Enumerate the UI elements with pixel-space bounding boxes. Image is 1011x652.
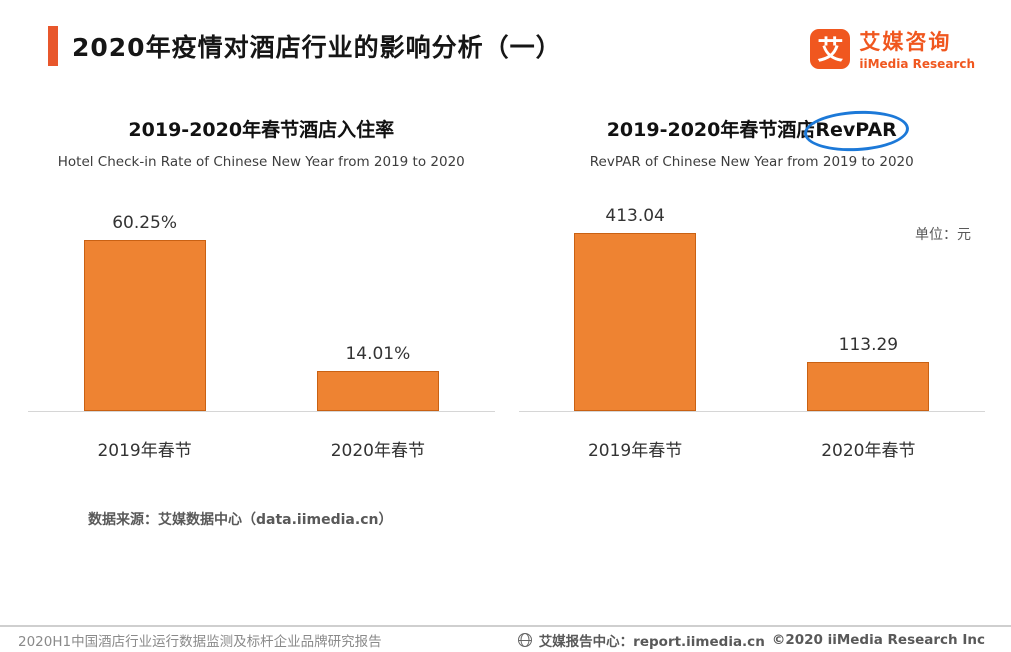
report-footer: 2020H1中国酒店行业运行数据监测及标杆企业品牌研究报告 艾媒报告中心：rep… [0,625,1011,652]
bar-group-2019-checkin: 60.25% [83,213,206,411]
footer-copyright: ©2020 iiMedia Research Inc [771,631,985,648]
bar-value-label: 14.01% [345,344,411,364]
chart-subtitle-checkin: Hotel Check-in Rate of Chinese New Year … [57,154,465,170]
bar-value-label: 60.25% [112,213,178,233]
revpar-highlight-ellipse: RevPAR [815,119,897,141]
bar-2020-revpar [807,362,930,411]
category-label: 2020年春节 [821,441,916,461]
logo-brand-en: iiMedia Research [859,57,975,71]
plot-checkin: 60.25% 14.01% [28,196,495,412]
charts-area: 2019-2020年春节酒店入住率 Hotel Check-in Rate of… [0,115,1011,461]
bar-2019-checkin [83,240,206,411]
logo-glyph: 艾 [817,36,844,66]
chart-checkin-rate: 2019-2020年春节酒店入住率 Hotel Check-in Rate of… [28,115,495,461]
category-label: 2019年春节 [97,441,192,461]
title-row: 2020年疫情对酒店行业的影响分析（一） [48,26,562,66]
category-label: 2019年春节 [587,441,683,461]
bar-group-2020-revpar: 113.29 [807,335,930,411]
iimedia-logo: 艾 艾媒咨询 iiMedia Research [810,26,975,71]
logo-brand-cn: 艾媒咨询 [859,30,952,54]
chart-title-revpar: 2019-2020年春节酒店RevPAR [519,115,986,142]
data-source-note: 数据来源：艾媒数据中心（data.iimedia.cn） [88,512,393,528]
footer-report-name: 2020H1中国酒店行业运行数据监测及标杆企业品牌研究报告 [18,633,382,650]
category-labels-checkin: 2019年春节 2020年春节 [28,436,495,461]
bar-group-2020-checkin: 14.01% [316,344,439,411]
report-header: 2020年疫情对酒店行业的影响分析（一） 艾 艾媒咨询 iiMedia Rese… [0,0,1011,71]
chart-title-checkin: 2019-2020年春节酒店入住率 [128,119,395,141]
plot-revpar: 单位：元 413.04 113.29 [518,196,985,412]
title-accent-bar [48,26,58,66]
globe-icon [517,632,532,647]
footer-report-link: 艾媒报告中心：report.iimedia.cn [538,633,765,650]
bar-value-label: 113.29 [838,335,899,355]
iimedia-logo-icon: 艾 [810,28,851,69]
bar-2019-revpar [574,233,697,411]
unit-label: 单位：元 [915,227,971,243]
bar-value-label: 413.04 [605,206,665,226]
chart-subtitle-revpar: RevPAR of Chinese New Year from 2019 to … [589,154,914,170]
footer-report-center: 艾媒报告中心：report.iimedia.cn ©2020 iiMedia R… [517,630,985,650]
chart-title-revpar-prefix: 2019-2020年春节酒店 [606,119,816,141]
logo-text: 艾媒咨询 iiMedia Research [859,26,975,71]
chart-revpar: 2019-2020年春节酒店RevPAR RevPAR of Chinese N… [518,115,986,461]
category-labels-revpar: 2019年春节 2020年春节 [519,436,986,461]
category-label: 2020年春节 [330,441,425,461]
page-title: 2020年疫情对酒店行业的影响分析（一） [72,33,562,62]
bar-group-2019-revpar: 413.04 [574,206,697,411]
bar-2020-checkin [316,371,439,411]
